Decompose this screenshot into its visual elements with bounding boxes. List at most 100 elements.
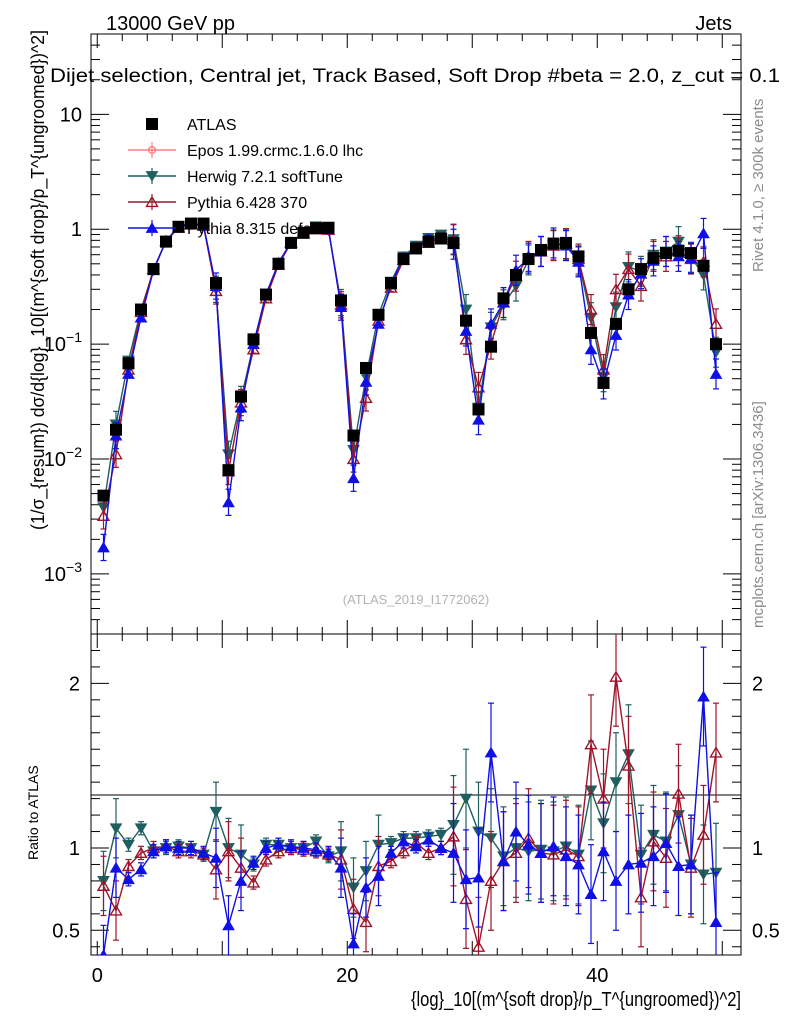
plot-title: Dijet selection, Central jet, Track Base… [50, 66, 780, 87]
atlas-point [585, 326, 597, 339]
rivet-label: Rivet 4.1.0, ≥ 300k events [750, 99, 767, 272]
atlas-point [447, 236, 460, 249]
y-axis-title: (1/σ_{resum}) dσ/d{log}_10[(m^{soft drop… [28, 30, 49, 530]
pythia-8-315-default-ratio-point [322, 847, 335, 858]
pythia-8-315-default-point [459, 325, 473, 336]
pythia-6-428-370-ratio-point [221, 844, 236, 857]
pythia-8-315-default-ratio-point [334, 861, 348, 873]
y-tick-label: 10−2 [44, 444, 82, 471]
atlas-point [285, 236, 297, 249]
atlas-point [347, 429, 360, 442]
pythia-6-428-370-line [102, 223, 717, 517]
legend-item-epos-1-99-crmc-1-6-0-lhc: Epos 1.99.crmc.1.6.0 lhc [128, 142, 363, 160]
pythia-6-428-370-ratio-point [396, 844, 411, 857]
pythia-8-315-default-point [334, 301, 348, 312]
pythia-8-315-default-ratio-point [422, 833, 435, 845]
pythia-8-315-default-ratio-point [397, 835, 410, 847]
pythia-8-315-default-ratio-point [434, 842, 448, 853]
atlas-point [497, 292, 510, 305]
pythia-8-315-default-point [347, 472, 360, 484]
pythia-8-315-default-ratio-point [609, 874, 623, 886]
pythia-6-428-370-ratio-point [421, 846, 436, 859]
atlas-point [385, 277, 397, 290]
atlas-point [647, 252, 660, 265]
atlas-point [322, 221, 335, 234]
herwig-7-2-1-softtune-ratio-point [609, 777, 623, 789]
pythia-6-428-370-point [709, 317, 723, 329]
pythia-6-428-370-point [584, 303, 598, 315]
pythia-8-315-default-ratio-point [159, 840, 173, 852]
atlas-point [172, 220, 185, 233]
legend: ATLAS Epos 1.99.crmc.1.6.0 lhc Herwig 7.2.… [128, 117, 363, 238]
pythia-6-428-370-ratio-point [584, 737, 598, 750]
pythia-6-428-370-ratio-point [109, 904, 123, 916]
atlas-point [310, 222, 322, 235]
pythia-8-315-default-ratio-point [247, 856, 260, 868]
pythia-8-315-default-point [609, 329, 623, 340]
herwig-7-2-1-softtune-ratio-point [209, 806, 223, 818]
ratio-y-tick-label: 0.5 [52, 920, 80, 942]
pythia-6-428-370-ratio-point [359, 915, 373, 928]
pythia-8-315-default-ratio-point [672, 860, 685, 872]
pythia-8-315-default-ratio-point [622, 858, 635, 870]
atlas-point [572, 250, 585, 263]
atlas-point [372, 308, 385, 321]
pythia-8-315-default-ratio-point [134, 863, 148, 875]
pythia-8-315-default-ratio-point [359, 881, 373, 893]
legend-label: Pythia 6.428 370 [187, 195, 307, 212]
pythia-6-428-370-ratio-point [259, 853, 273, 865]
pythia-8-315-default-ratio-point [584, 888, 598, 899]
legend-label: ATLAS [187, 117, 237, 134]
atlas-point [222, 464, 235, 477]
pythia-8-315-default-ratio-point [347, 937, 360, 949]
atlas-point [97, 489, 110, 502]
pythia-8-315-default-point [372, 317, 385, 329]
legend-label: Pythia 8.315 default [187, 221, 329, 238]
atlas-point [685, 247, 697, 260]
pythia-8-315-default-point [697, 227, 710, 239]
atlas-point [522, 253, 535, 266]
pythia-8-315-default-ratio-point [184, 842, 198, 853]
pythia-8-315-default-ratio-point [222, 919, 235, 931]
x-axis-title: {log}_10[(m^{soft drop}/p_T^{ungroomed})… [411, 989, 741, 1011]
pythia-6-428-370-ratio-point [384, 854, 398, 867]
herwig-7-2-1-softtune-ratio-point [122, 839, 135, 851]
atlas-point [210, 277, 222, 290]
y-tick-label: 10−1 [44, 329, 82, 356]
atlas-point [197, 217, 210, 230]
x-tick-label: 0 [92, 965, 103, 987]
legend-item-herwig-7-2-1-softtune: Herwig 7.2.1 softTune [128, 168, 343, 186]
atlas-point [335, 294, 347, 307]
pythia-8-315-default-ratio-point [497, 855, 510, 867]
atlas-point [410, 242, 422, 255]
pythia-8-315-default-ratio-point [572, 858, 585, 870]
pythia-6-428-370-ratio-point [609, 670, 623, 682]
pythia-8-315-default-point [472, 413, 485, 425]
atlas-point [547, 237, 560, 250]
herwig-7-2-1-softtune-ratio-point [134, 823, 148, 835]
atlas-point [422, 235, 435, 248]
herwig-7-2-1-softtune-line [102, 222, 717, 508]
source-label: mcplots.cern.ch [arXiv:1306.3436] [750, 401, 767, 628]
atlas-point [660, 247, 672, 260]
herwig-7-2-1-softtune-ratio-point [459, 793, 473, 805]
pythia-8-315-default-ratio-point [659, 837, 673, 848]
legend-item-pythia-6-428-370: Pythia 6.428 370 [128, 194, 307, 212]
legend-marker [145, 222, 159, 233]
ratio-y-tick-label-right: 2 [752, 673, 763, 695]
pythia-6-428-370-ratio-point [709, 746, 723, 758]
pythia-8-315-default-ratio-point [472, 871, 485, 883]
pythia-6-428-370-ratio-point [96, 879, 111, 891]
pythia-8-315-default-ratio-point [547, 840, 560, 852]
pythia-8-315-default-ratio-point [122, 873, 135, 885]
atlas-point [472, 403, 485, 416]
atlas-point [597, 376, 610, 389]
pythia-8-315-default-ratio-point [284, 840, 298, 852]
pythia-6-428-370-ratio-point [696, 828, 711, 840]
pythia-8-315-default-ratio-point [100, 949, 107, 955]
atlas-point [635, 263, 647, 276]
pythia-8-315-default-ratio-point [647, 850, 660, 862]
pythia-8-315-default-point [97, 541, 110, 553]
legend-label: Herwig 7.2.1 softTune [187, 169, 343, 186]
